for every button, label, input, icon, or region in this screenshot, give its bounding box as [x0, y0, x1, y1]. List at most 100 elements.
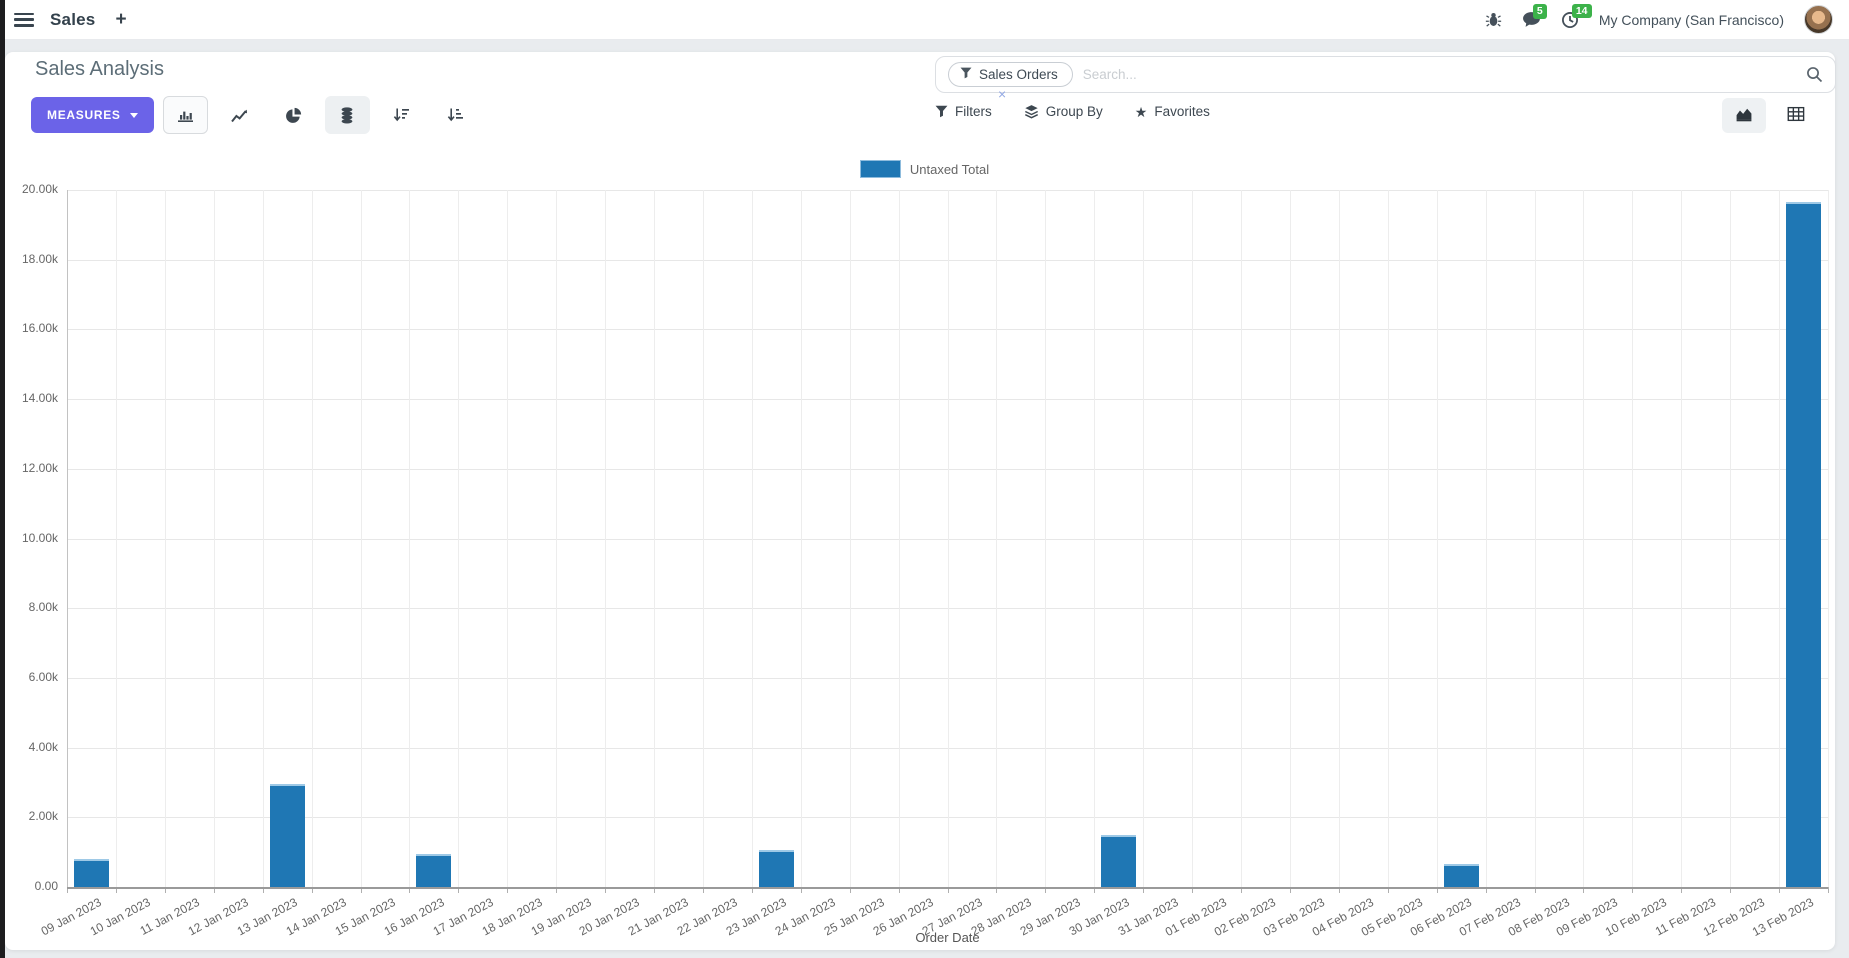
axis-tick [1681, 887, 1683, 893]
app-name[interactable]: Sales [50, 9, 96, 29]
y-axis-tick-label: 8.00k [28, 600, 58, 615]
y-axis-tick-label: 14.00k [21, 391, 58, 406]
gridline [1289, 190, 1291, 887]
gridline [262, 190, 264, 887]
y-axis-tick-label: 20.00k [21, 182, 58, 196]
user-avatar[interactable] [1804, 5, 1833, 34]
gridline [1730, 190, 1732, 887]
axis-tick [996, 887, 998, 893]
chart-legend[interactable]: Untaxed Total [0, 160, 1849, 178]
gridline [1338, 190, 1340, 887]
search-input[interactable] [1082, 67, 1806, 82]
search-bar[interactable]: Sales Orders × [935, 56, 1836, 101]
y-axis-tick-label: 16.00k [21, 321, 58, 336]
facet-label: Sales Orders [979, 67, 1058, 82]
gridline [1387, 190, 1389, 887]
y-axis-tick-label: 12.00k [21, 460, 58, 475]
search-icon[interactable] [1806, 66, 1823, 83]
area-chart-icon [1735, 106, 1753, 125]
line-chart-mode-button[interactable] [217, 96, 262, 134]
axis-tick [507, 887, 509, 893]
bar[interactable] [416, 853, 452, 887]
axis-tick [1045, 887, 1047, 893]
activities-clock-icon[interactable]: 14 [1561, 3, 1592, 29]
axis-tick [1730, 887, 1732, 893]
gridline [164, 190, 166, 887]
gridline [898, 190, 900, 887]
axis-tick [1583, 887, 1585, 893]
sort-asc-icon [447, 107, 464, 123]
debug-bug-icon[interactable] [1485, 11, 1502, 28]
favorites-button[interactable]: ★ Favorites [1134, 103, 1210, 120]
group-by-button[interactable]: Group By [1024, 104, 1103, 119]
filters-button[interactable]: Filters [935, 104, 992, 119]
axis-tick [1534, 887, 1536, 893]
left-edge-strip [0, 0, 5, 958]
axis-tick [556, 887, 558, 893]
graph-toolbar: MEASURES [31, 96, 478, 134]
top-navbar: Sales + 5 14 My Company (San Francisco) [0, 0, 1849, 40]
y-axis-tick-label: 2.00k [28, 809, 58, 824]
axis-tick [947, 887, 949, 893]
new-tab-button[interactable]: + [115, 9, 127, 30]
graph-view-button[interactable] [1722, 98, 1766, 133]
gridline [702, 190, 704, 887]
axis-tick [1289, 887, 1291, 893]
axis-tick [1143, 887, 1145, 893]
bar-chart: Untaxed Total Order Date 0.00 2.00k 4.00k 6… [0, 140, 1849, 958]
pivot-grid-icon [1787, 106, 1805, 125]
bar[interactable] [758, 850, 794, 887]
axis-tick [800, 887, 802, 893]
sort-desc-icon [393, 107, 410, 123]
gridline [1241, 190, 1242, 887]
company-switcher[interactable]: My Company (San Francisco) [1598, 11, 1784, 28]
y-axis-tick-label: 18.00k [21, 251, 58, 266]
gridline [654, 190, 655, 887]
axis-tick [409, 887, 411, 893]
gridline [996, 190, 998, 887]
axis-tick [702, 887, 704, 893]
pie-chart-mode-button[interactable] [271, 96, 316, 134]
axis-tick [115, 887, 117, 893]
bar[interactable] [1786, 202, 1822, 887]
bar[interactable] [73, 859, 109, 887]
bar-chart-mode-button[interactable] [162, 96, 208, 134]
gridline [1681, 190, 1683, 887]
star-icon: ★ [1134, 103, 1148, 120]
gridline [1534, 190, 1536, 887]
gridline [1779, 190, 1781, 887]
bar[interactable] [269, 784, 305, 887]
sort-descending-button[interactable] [379, 96, 424, 134]
pivot-view-button[interactable] [1774, 98, 1818, 133]
axis-tick [360, 887, 362, 893]
filters-funnel-icon [935, 105, 948, 118]
axis-tick [1387, 887, 1389, 893]
measures-button[interactable]: MEASURES [31, 97, 154, 133]
gridline [311, 190, 313, 887]
axis-tick [605, 887, 607, 893]
axis-tick [1436, 887, 1438, 893]
bar[interactable] [1101, 834, 1137, 887]
messages-icon[interactable]: 5 [1522, 4, 1547, 28]
search-facet-sales-orders[interactable]: Sales Orders [948, 62, 1073, 87]
y-axis-line [67, 190, 68, 887]
bar-chart-icon [177, 107, 194, 123]
axis-tick [1779, 887, 1781, 893]
axis-tick [654, 887, 655, 893]
legend-label: Untaxed Total [909, 161, 990, 177]
facet-remove-icon[interactable]: × [998, 86, 1007, 102]
axis-tick [458, 887, 460, 893]
messages-count-badge: 5 [1532, 4, 1547, 19]
apps-menu-icon[interactable] [14, 12, 34, 27]
view-switcher [1722, 98, 1818, 133]
stacked-database-icon [339, 106, 355, 124]
gridline [115, 190, 117, 887]
gridline [556, 190, 558, 887]
gridline [605, 190, 607, 887]
stacked-toggle-button[interactable] [324, 96, 370, 134]
bar[interactable] [1443, 864, 1479, 887]
line-chart-icon [230, 108, 248, 123]
y-axis-tick-label: 6.00k [28, 669, 58, 684]
sort-ascending-button[interactable] [433, 96, 478, 134]
pie-chart-icon [285, 107, 302, 124]
